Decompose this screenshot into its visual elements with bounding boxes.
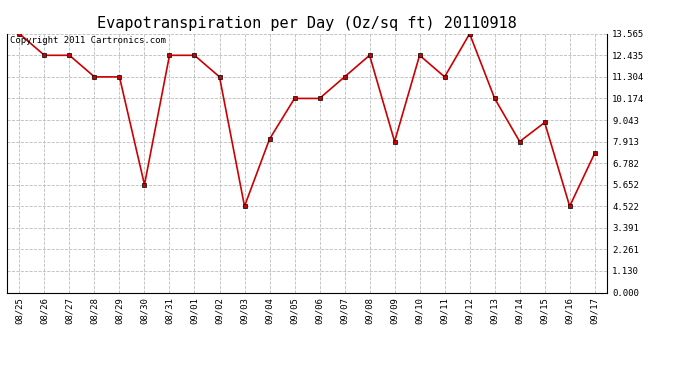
Title: Evapotranspiration per Day (Oz/sq ft) 20110918: Evapotranspiration per Day (Oz/sq ft) 20… bbox=[97, 16, 517, 31]
Text: Copyright 2011 Cartronics.com: Copyright 2011 Cartronics.com bbox=[10, 36, 166, 45]
